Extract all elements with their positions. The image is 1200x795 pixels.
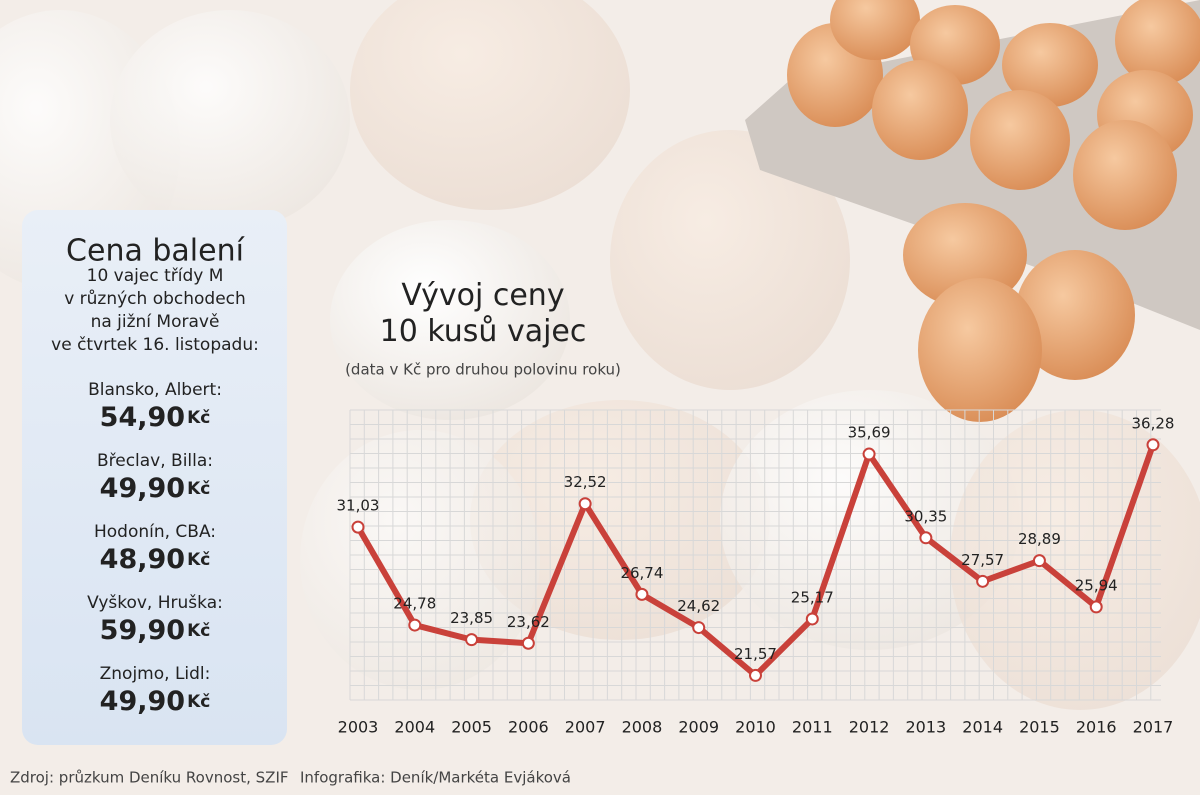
x-tick-label: 2010 xyxy=(735,718,776,737)
point xyxy=(692,621,706,635)
value-label: 23,85 xyxy=(450,609,493,627)
store-price: 54,90 Kč xyxy=(100,402,211,433)
store-name: Blansko, Albert: xyxy=(88,380,222,400)
panel-subtitle: ve čtvrtek 16. listopadu: xyxy=(51,335,259,355)
chart-title-line: 10 kusů vajec xyxy=(380,314,587,349)
point xyxy=(805,612,819,626)
value-label: 31,03 xyxy=(337,497,380,515)
price-panel xyxy=(22,210,287,745)
x-tick-label: 2007 xyxy=(565,718,606,737)
panel-subtitle: 10 vajec třídy M xyxy=(87,266,224,286)
store-price: 49,90 Kč xyxy=(100,686,211,717)
point xyxy=(1089,600,1103,614)
x-tick-label: 2006 xyxy=(508,718,549,737)
x-tick-label: 2011 xyxy=(792,718,833,737)
x-tick-label: 2012 xyxy=(849,718,890,737)
x-tick-label: 2016 xyxy=(1076,718,1117,737)
value-label: 23,62 xyxy=(507,613,550,631)
x-tick-label: 2013 xyxy=(905,718,946,737)
x-tick-label: 2017 xyxy=(1133,718,1174,737)
price-value: 48,90 xyxy=(100,544,185,575)
panel-subtitle: v různých obchodech xyxy=(64,289,246,309)
value-label: 36,28 xyxy=(1132,414,1175,432)
value-label: 25,17 xyxy=(791,588,834,606)
price-unit: Kč xyxy=(187,550,210,570)
store-price: 49,90 Kč xyxy=(100,473,211,504)
point xyxy=(578,497,592,511)
price-unit: Kč xyxy=(187,479,210,499)
point xyxy=(919,531,933,545)
x-tick-label: 2003 xyxy=(338,718,379,737)
store-price: 48,90 Kč xyxy=(100,544,211,575)
value-label: 32,52 xyxy=(564,473,607,491)
chart-title-text: Vývoj ceny xyxy=(401,278,564,313)
x-tick-label: 2014 xyxy=(962,718,1003,737)
point xyxy=(749,668,762,682)
store-name: Břeclav, Billa: xyxy=(97,451,213,471)
price-value: 59,90 xyxy=(100,615,185,646)
point xyxy=(408,618,422,632)
price-value: 49,90 xyxy=(100,473,185,504)
price-value: 54,90 xyxy=(100,402,185,433)
value-label: 27,57 xyxy=(961,551,1004,569)
point xyxy=(1032,554,1046,568)
store-name: Vyškov, Hruška: xyxy=(87,593,223,613)
egg-tray-photo xyxy=(745,0,1200,422)
x-tick-label: 2004 xyxy=(394,718,435,737)
source-note: Zdroj: průzkum Deníku Rovnost, SZIF xyxy=(10,769,289,787)
value-label: 21,57 xyxy=(734,645,777,663)
point xyxy=(521,636,535,650)
price-unit: Kč xyxy=(187,621,210,641)
x-tick-label: 2008 xyxy=(622,718,663,737)
chart-title: Vývoj ceny 10 kusů vajec xyxy=(380,278,587,349)
point xyxy=(1146,438,1160,452)
value-label: 30,35 xyxy=(904,507,947,525)
value-label: 24,78 xyxy=(393,595,436,613)
x-tick-label: 2015 xyxy=(1019,718,1060,737)
value-label: 28,89 xyxy=(1018,530,1061,548)
x-tick-label: 2009 xyxy=(678,718,719,737)
panel-title: Cena balení xyxy=(66,234,246,269)
point xyxy=(862,447,876,461)
point xyxy=(351,520,365,534)
price-unit: Kč xyxy=(187,408,210,428)
store-price: 59,90 Kč xyxy=(100,615,211,646)
value-label: 24,62 xyxy=(677,597,720,615)
value-label: 35,69 xyxy=(848,424,891,442)
value-label: 25,94 xyxy=(1075,576,1118,594)
price-unit: Kč xyxy=(187,692,210,712)
store-name: Znojmo, Lidl: xyxy=(100,664,211,684)
point xyxy=(465,633,479,647)
point xyxy=(635,587,649,601)
store-name: Hodonín, CBA: xyxy=(94,522,216,542)
chart-subtitle: (data v Kč pro druhou polovinu roku) xyxy=(345,361,621,379)
panel-subtitle: na jižní Moravě xyxy=(91,312,220,332)
price-value: 49,90 xyxy=(100,686,185,717)
value-label: 26,74 xyxy=(620,564,663,582)
point xyxy=(976,574,990,588)
x-tick-label: 2005 xyxy=(451,718,492,737)
credit-note: Infografika: Deník/Markéta Evjáková xyxy=(300,769,571,787)
grid xyxy=(349,409,1161,701)
